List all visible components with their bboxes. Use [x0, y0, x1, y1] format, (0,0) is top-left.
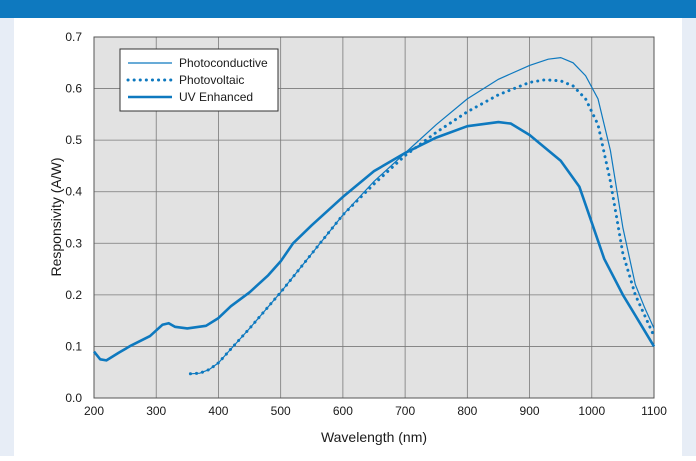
series-line-uv-enhanced [92, 120, 656, 362]
series-line-photovoltaic [188, 78, 656, 376]
x-tick-labels: 200 300 400 500 600 700 800 900 1000 1100 [84, 404, 667, 418]
responsivity-chart: 200 300 400 500 600 700 800 900 1000 1100 0.00.10… [48, 30, 667, 445]
y-tick-label: 0.5 [65, 133, 82, 147]
y-tick-label: 0.0 [65, 391, 82, 405]
chart-panel: 200 300 400 500 600 700 800 900 1000 1100 0.0 0.1 0… [14, 18, 682, 456]
x-tick-label: 900 [520, 404, 540, 418]
x-tick-label: 200 [84, 404, 104, 418]
x-tick-label: 500 [271, 404, 291, 418]
y-tick-label: 0.2 [65, 288, 82, 302]
header-bar [0, 0, 696, 18]
y-tick-label: 0.7 [65, 30, 82, 44]
y-axis-label: Responsivity (A/W) [48, 157, 64, 276]
x-tick-label: 800 [457, 404, 477, 418]
series-layer [92, 56, 656, 376]
y-tick-label: 0.4 [65, 185, 82, 199]
x-tick-label: 1000 [578, 404, 605, 418]
plot-border [93, 36, 655, 399]
y-tick-label: 0.3 [65, 236, 82, 250]
x-tick-label: 700 [395, 404, 415, 418]
y-tick-labels: 0.0 0.1 0.2 0.3 0.4 0.5 0.6 0.7 [65, 30, 82, 405]
grid-lines [94, 37, 654, 398]
y-tick-label: 0.6 [65, 82, 82, 96]
y-tick-label: 0.1 [65, 339, 82, 353]
legend-label-photovoltaic: Photovoltaic [179, 73, 244, 87]
x-axis-label: Wavelength (nm) [321, 429, 427, 445]
legend-label-uv-enhanced: UV Enhanced [179, 90, 253, 104]
legend-label-photoconductive: Photoconductive [179, 56, 268, 70]
x-tick-label: 1100 [641, 404, 667, 418]
legend: Photoconductive Photovoltaic UV Enhanced [119, 48, 279, 112]
x-tick-label: 300 [146, 404, 166, 418]
x-tick-label: 400 [208, 404, 228, 418]
x-tick-label: 600 [333, 404, 353, 418]
